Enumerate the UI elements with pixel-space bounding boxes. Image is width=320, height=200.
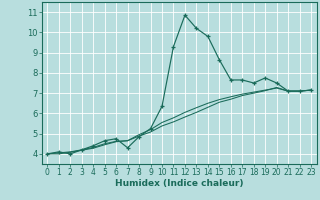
X-axis label: Humidex (Indice chaleur): Humidex (Indice chaleur): [115, 179, 244, 188]
